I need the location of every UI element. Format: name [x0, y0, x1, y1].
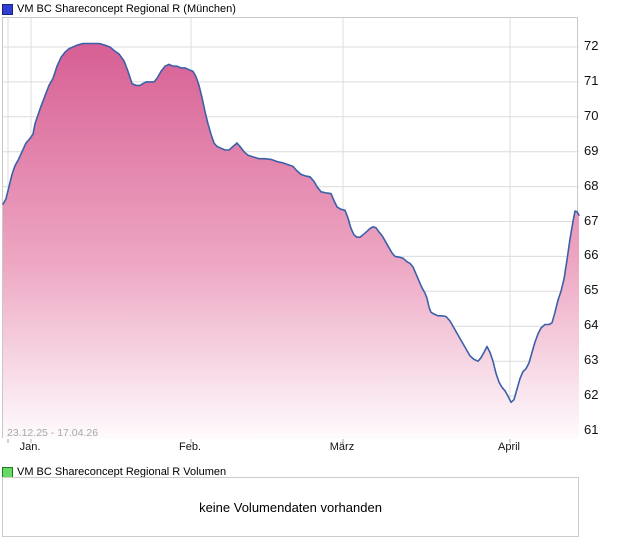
volume-empty-message: keine Volumendaten vorhanden: [199, 499, 382, 515]
price-area-fill: [3, 43, 579, 439]
y-axis-label: 72: [584, 37, 599, 53]
y-axis-label: 61: [584, 421, 599, 437]
x-axis-label: Feb.: [178, 441, 202, 453]
y-axis-label: 69: [584, 142, 599, 158]
price-line: [2, 42, 580, 404]
y-axis-label: 68: [584, 177, 599, 193]
y-axis-label: 64: [584, 317, 599, 333]
price-legend-label: VM BC Shareconcept Regional R (München): [17, 3, 236, 15]
x-axis-label: Jan.: [19, 441, 41, 453]
price-series-marker-icon: [2, 3, 13, 15]
volume-series-marker-icon: [2, 466, 13, 478]
volume-panel: keine Volumendaten vorhanden: [2, 477, 579, 537]
price-plot-area: [2, 17, 580, 443]
y-axis-label: 71: [584, 72, 599, 88]
y-axis-label: 67: [584, 212, 599, 228]
y-axis-label: 66: [584, 247, 599, 263]
y-axis-label: 70: [584, 107, 599, 123]
price-legend: VM BC Shareconcept Regional R (München): [2, 3, 236, 15]
price-area-chart: [2, 18, 580, 443]
y-axis-label: 65: [584, 282, 599, 298]
y-axis-label: 63: [584, 352, 599, 368]
volume-legend-label: VM BC Shareconcept Regional R Volumen: [17, 466, 227, 478]
x-axis-label: April: [497, 441, 521, 453]
date-range-label: 23.12.25 - 17.04.26: [7, 427, 99, 439]
x-axis-label: März: [329, 441, 355, 453]
y-axis-label: 62: [584, 387, 599, 403]
